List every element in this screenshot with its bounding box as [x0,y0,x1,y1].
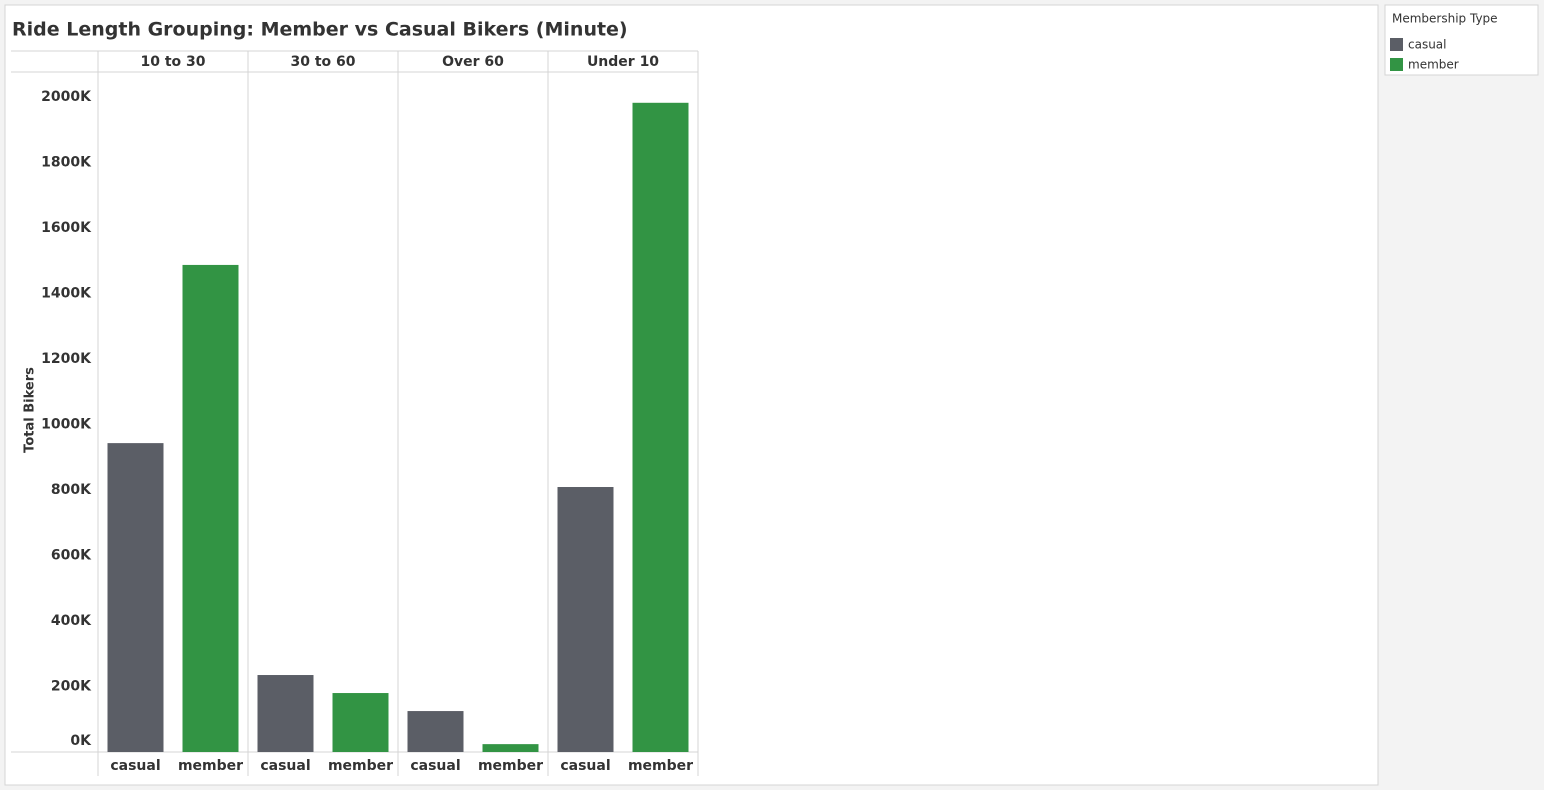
panel-header: Under 10 [587,54,659,70]
legend-swatch [1390,58,1403,71]
y-tick-label: 1400K [41,285,92,301]
x-tick-label: casual [560,758,610,774]
bar [482,744,539,752]
bar [407,711,464,752]
y-axis-label: Total Bikers [23,367,38,453]
x-tick-label: member [328,758,393,774]
panel-header: Over 60 [442,54,504,70]
y-tick-label: 1200K [41,351,92,367]
legend-label: member [1408,58,1459,72]
y-tick-label: 400K [51,613,92,629]
x-tick-label: member [478,758,543,774]
y-tick-label: 1800K [41,154,92,170]
x-tick-label: casual [260,758,310,774]
bar [257,675,314,752]
bar [557,487,614,752]
y-tick-label: 600K [51,547,92,563]
legend-swatch [1390,38,1403,51]
y-tick-label: 1000K [41,416,92,432]
x-tick-label: casual [110,758,160,774]
y-tick-label: 0K [70,733,92,749]
bar [182,264,239,752]
legend-title: Membership Type [1392,12,1498,26]
x-tick-label: casual [410,758,460,774]
y-tick-label: 800K [51,482,92,498]
x-tick-label: member [178,758,243,774]
legend-label: casual [1408,38,1447,52]
legend-box [1384,4,1539,76]
bar [107,443,164,752]
y-tick-label: 200K [51,678,92,694]
y-tick-label: 1600K [41,220,92,236]
chart-title: Ride Length Grouping: Member vs Casual B… [12,19,628,41]
x-tick-label: member [628,758,693,774]
bar [332,693,389,752]
bar [632,102,689,752]
y-tick-label: 2000K [41,89,92,105]
panel-header: 30 to 60 [290,54,355,70]
panel-header: 10 to 30 [140,54,205,70]
